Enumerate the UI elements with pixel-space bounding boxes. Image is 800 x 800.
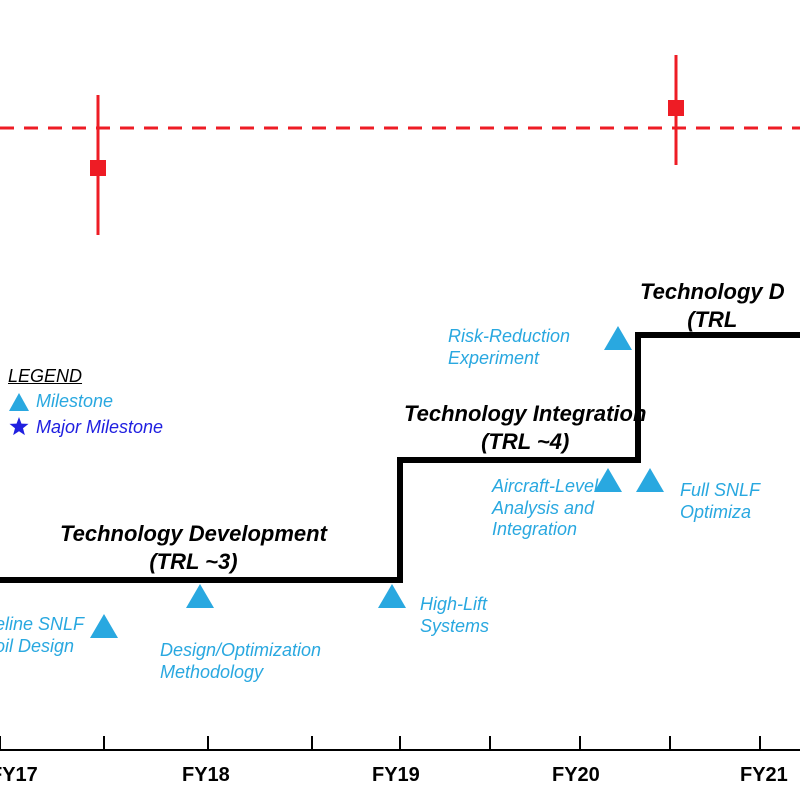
milestone-label: eline SNLF oil Design [0, 614, 84, 657]
legend-label-milestone: Milestone [36, 391, 113, 412]
axis-tick-label: FY19 [372, 764, 420, 787]
legend-item-milestone: Milestone [8, 391, 163, 412]
legend-item-major: Major Milestone [8, 416, 163, 438]
milestone-label: Aircraft-Level Analysis and Integration [492, 476, 598, 541]
milestone-label: High-Lift Systems [420, 594, 489, 637]
star-icon [8, 416, 30, 438]
legend: LEGEND Milestone Major Milestone [8, 366, 163, 438]
phase-label: Technology Development (TRL ~3) [60, 520, 327, 575]
axis-tick-label: FY20 [552, 764, 600, 787]
axis-tick-label: FY18 [182, 764, 230, 787]
legend-title: LEGEND [8, 366, 163, 387]
milestone-label: Risk-Reduction Experiment [448, 326, 570, 369]
triangle-icon [8, 392, 30, 412]
phase-label: Technology D (TRL [640, 278, 785, 333]
milestone-label: Design/Optimization Methodology [160, 640, 321, 683]
milestone-label: Full SNLF Optimiza [680, 480, 760, 523]
axis-tick-label: FY21 [740, 764, 788, 787]
axis-tick-label: FY17 [0, 764, 38, 787]
phase-label: Technology Integration (TRL ~4) [404, 400, 646, 455]
legend-label-major: Major Milestone [36, 417, 163, 438]
